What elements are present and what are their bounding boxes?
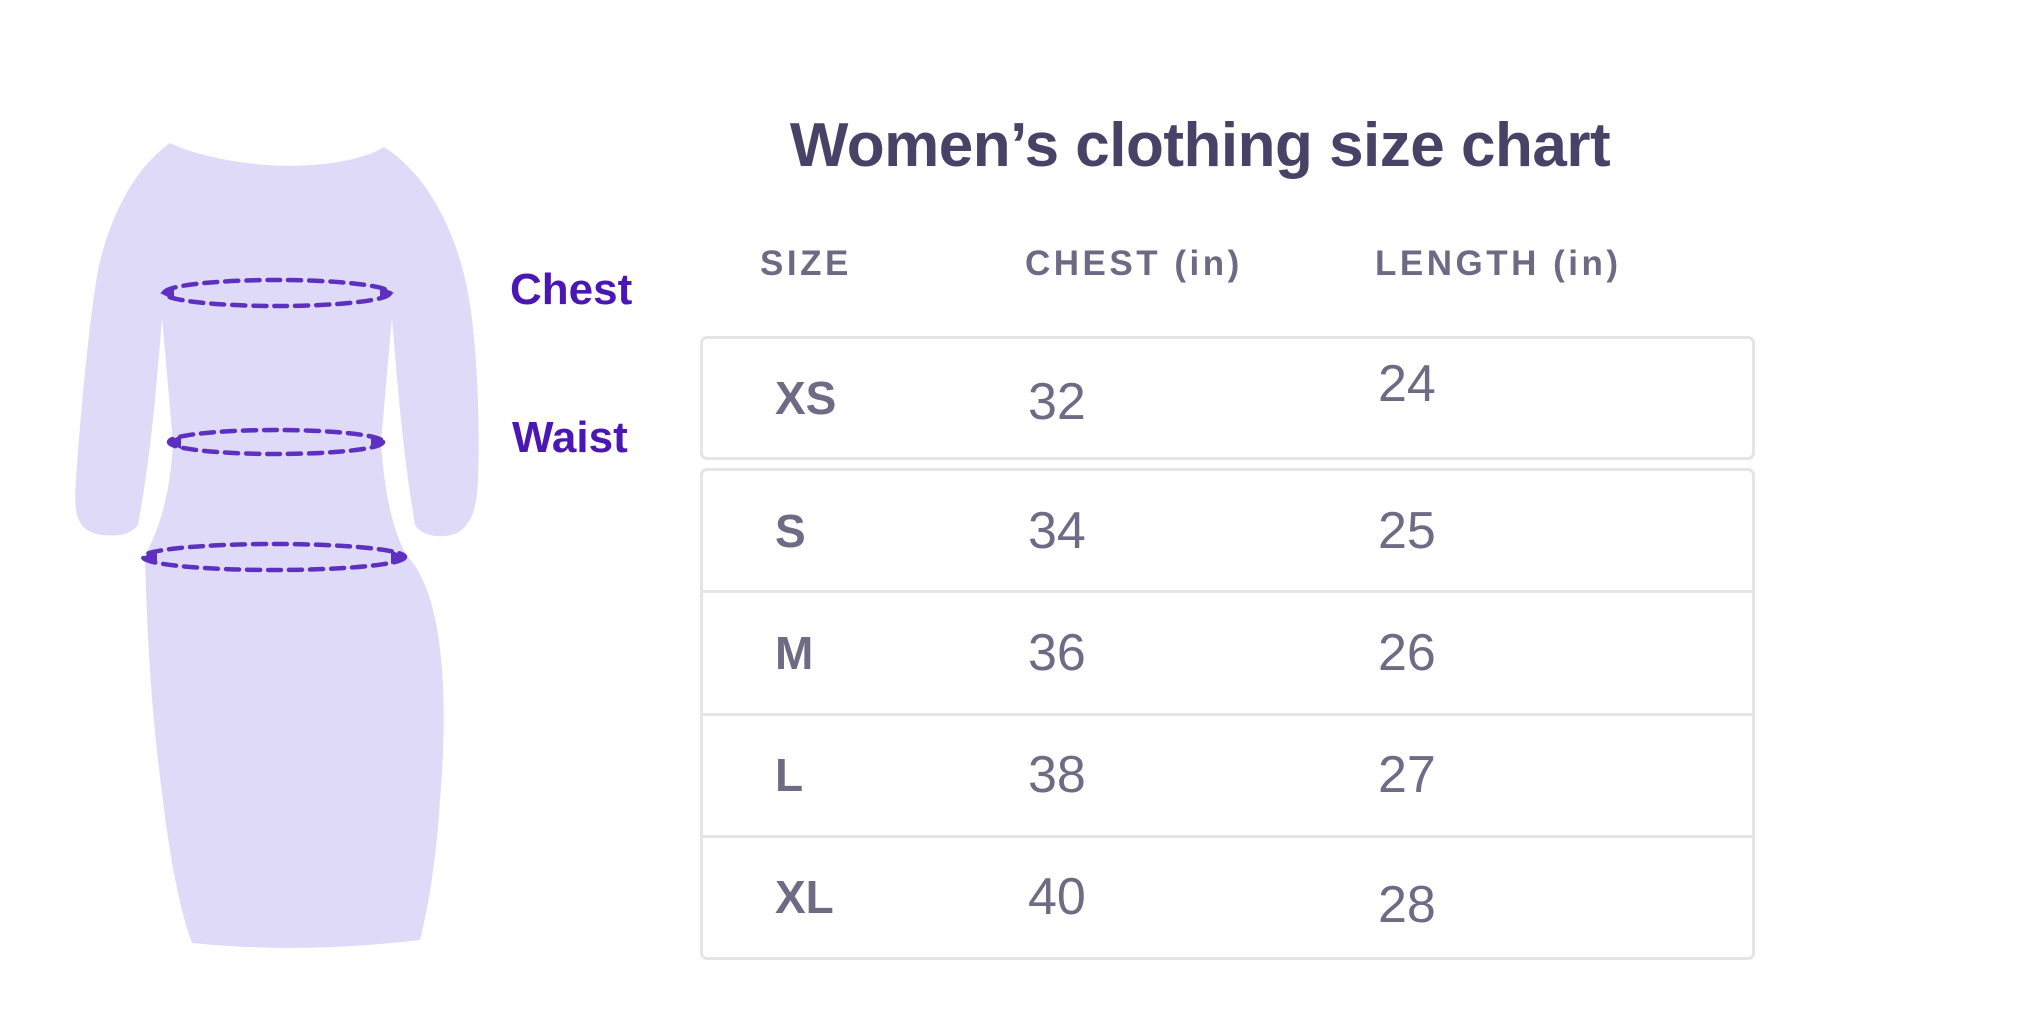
cell-length: 26 [1378,623,1436,682]
cell-length: 27 [1378,746,1436,805]
cell-size: M [775,626,814,679]
table-row: XS 32 24 [703,339,1752,457]
cell-length: 25 [1378,501,1436,560]
table-header-row: SIZE CHEST (in) LENGTH (in) [700,242,1755,286]
hip-arrow-right-icon [391,550,405,564]
size-table-card-xs: XS 32 24 [700,336,1755,460]
waist-label: Waist [512,413,628,462]
column-header-chest: CHEST (in) [1025,244,1243,283]
chest-arrow-left-icon [160,286,174,300]
dress-illustration [75,143,479,948]
table-row: M 36 26 [703,590,1752,712]
table-row: XL 40 28 [703,834,1752,957]
cell-size: S [775,504,806,557]
table-row: S 34 25 [703,471,1752,590]
page-title: Women’s clothing size chart [789,111,1611,180]
cell-size: XL [775,871,834,924]
column-header-length: LENGTH (in) [1375,244,1622,283]
cell-chest: 40 [1028,868,1086,927]
table-row: L 38 27 [703,712,1752,835]
cell-size: XS [775,372,837,424]
cell-chest: 32 [1028,373,1086,431]
size-table-card-group: S 34 25 M 36 26 L 38 27 XL 40 28 [700,468,1755,960]
cell-chest: 36 [1028,623,1086,682]
column-header-size: SIZE [760,244,852,283]
cell-length: 28 [1378,876,1436,935]
hip-arrow-left-icon [143,550,157,564]
cell-chest: 34 [1028,501,1086,560]
chest-arrow-right-icon [380,286,394,300]
waist-arrow-right-icon [371,435,385,449]
chest-label: Chest [510,265,633,314]
waist-arrow-left-icon [167,435,181,449]
cell-size: L [775,749,804,802]
cell-chest: 38 [1028,746,1086,805]
cell-length: 24 [1378,355,1436,413]
